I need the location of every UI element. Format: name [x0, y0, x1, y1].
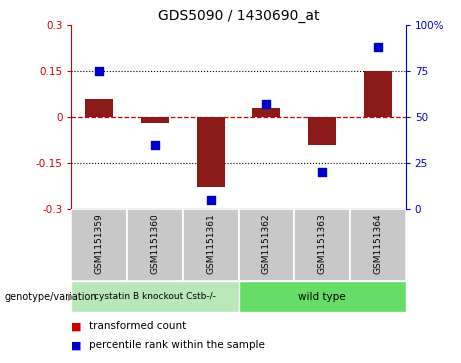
- Text: wild type: wild type: [298, 292, 346, 302]
- Text: GSM1151361: GSM1151361: [206, 213, 215, 274]
- Point: [319, 169, 326, 175]
- Text: ■: ■: [71, 321, 82, 331]
- Bar: [294, 209, 350, 281]
- Text: genotype/variation: genotype/variation: [5, 292, 97, 302]
- Text: GSM1151362: GSM1151362: [262, 213, 271, 274]
- Point: [95, 68, 103, 74]
- Text: cystatin B knockout Cstb-/-: cystatin B knockout Cstb-/-: [94, 292, 216, 301]
- Bar: [308, 117, 336, 144]
- Bar: [127, 209, 183, 281]
- Bar: [364, 71, 392, 117]
- Text: GSM1151364: GSM1151364: [373, 213, 382, 274]
- Text: GSM1151363: GSM1151363: [318, 213, 327, 274]
- Bar: [238, 209, 294, 281]
- Bar: [183, 209, 238, 281]
- Text: percentile rank within the sample: percentile rank within the sample: [89, 340, 265, 350]
- Bar: [141, 117, 169, 123]
- Bar: [238, 281, 406, 312]
- Bar: [71, 209, 127, 281]
- Text: GSM1151360: GSM1151360: [150, 213, 160, 274]
- Point: [263, 101, 270, 107]
- Bar: [71, 281, 239, 312]
- Text: GSM1151359: GSM1151359: [95, 213, 104, 274]
- Point: [207, 197, 214, 203]
- Bar: [197, 117, 225, 187]
- Point: [374, 45, 382, 50]
- Bar: [350, 209, 406, 281]
- Text: ■: ■: [71, 340, 82, 350]
- Bar: [85, 99, 113, 117]
- Title: GDS5090 / 1430690_at: GDS5090 / 1430690_at: [158, 9, 319, 23]
- Bar: [253, 108, 280, 117]
- Text: transformed count: transformed count: [89, 321, 186, 331]
- Text: ▶: ▶: [68, 292, 76, 302]
- Point: [151, 142, 159, 147]
